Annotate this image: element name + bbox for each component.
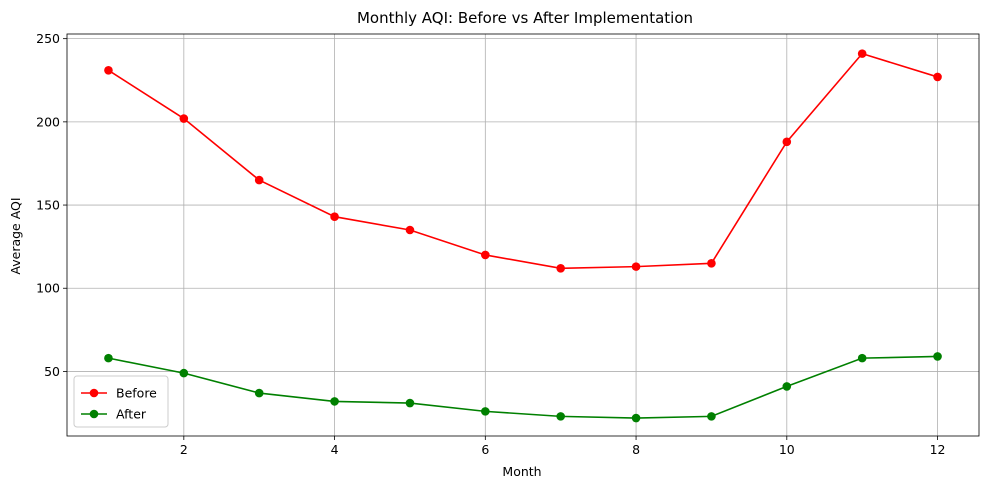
- data-point-before: [782, 137, 792, 147]
- data-point-before: [556, 263, 565, 273]
- legend-label-before: Before: [116, 386, 157, 401]
- x-tick-label: 10: [779, 442, 795, 457]
- x-tick-label: 8: [632, 442, 640, 457]
- x-axis-label: Month: [502, 464, 541, 479]
- data-point-after: [556, 412, 565, 421]
- data-point-after: [254, 388, 264, 398]
- data-point-after: [857, 353, 867, 363]
- data-point-after: [179, 368, 189, 378]
- y-axis-ticks: 50 100 150 200 250: [36, 31, 67, 379]
- data-point-before: [857, 49, 867, 58]
- data-point-before: [405, 225, 415, 235]
- data-point-after: [405, 398, 415, 408]
- data-point-before: [631, 262, 641, 271]
- data-point-before: [104, 65, 113, 75]
- chart-title: Monthly AQI: Before vs After Implementat…: [357, 9, 693, 27]
- y-tick-label: 100: [36, 281, 60, 296]
- series-group: [104, 49, 942, 423]
- data-point-before: [481, 250, 490, 260]
- y-axis-label: Average AQI: [8, 197, 23, 274]
- y-tick-label: 200: [36, 114, 60, 129]
- y-tick-label: 50: [44, 364, 60, 379]
- x-axis-ticks: 2 4 6 8 10 12: [180, 436, 946, 457]
- data-point-after: [933, 352, 942, 361]
- data-point-before: [254, 175, 264, 185]
- legend-marker-before: [89, 388, 99, 398]
- series-line-before: [108, 52, 938, 270]
- data-point-after: [631, 413, 641, 423]
- series-line-after: [108, 355, 938, 419]
- data-point-after: [481, 407, 490, 416]
- x-tick-label: 2: [180, 442, 188, 457]
- axes: [66, 33, 980, 437]
- grid: [67, 34, 979, 436]
- plot-frame: [66, 33, 980, 437]
- y-tick-label: 150: [36, 198, 60, 213]
- legend-label-after: After: [116, 407, 147, 422]
- x-tick-label: 12: [930, 442, 946, 457]
- data-point-before: [330, 212, 339, 221]
- data-point-after: [104, 353, 113, 363]
- legend-marker-after: [89, 409, 99, 419]
- data-point-after: [330, 397, 339, 406]
- y-tick-label: 250: [36, 31, 60, 46]
- x-tick-label: 6: [481, 442, 489, 457]
- data-point-after: [782, 382, 792, 391]
- data-point-before: [707, 258, 716, 268]
- data-point-before: [179, 114, 189, 123]
- data-point-before: [933, 72, 942, 82]
- legend: Before After: [73, 375, 169, 428]
- x-tick-label: 4: [331, 442, 339, 457]
- data-point-after: [707, 412, 716, 421]
